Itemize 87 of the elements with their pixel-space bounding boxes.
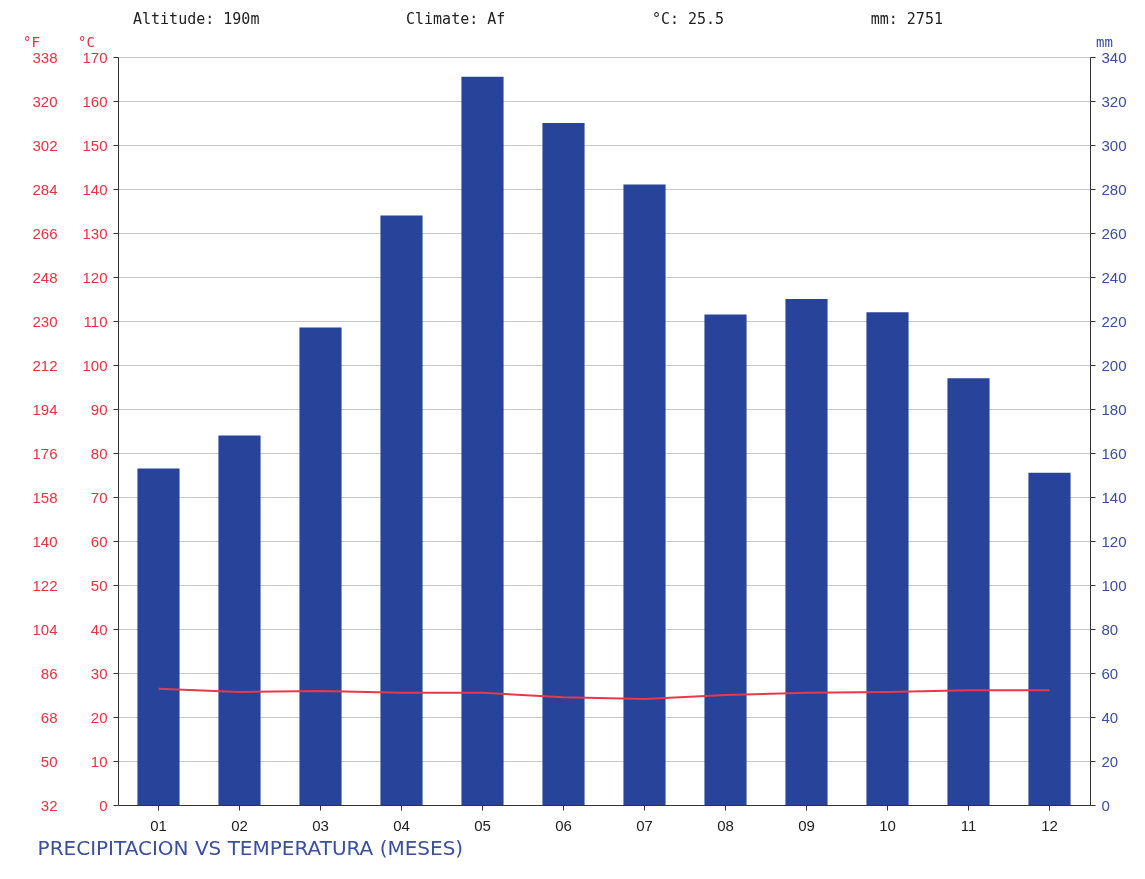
y2-tick-label: 340 — [1101, 48, 1127, 66]
y2-tick-label: 40 — [1101, 708, 1119, 726]
y-tick-label: 50 — [90, 576, 108, 594]
text: Climate: Af — [406, 10, 506, 28]
y-tick-label: 160 — [82, 92, 108, 110]
y-tick-label: 10 — [90, 752, 108, 770]
x-tick-label: 10 — [879, 816, 896, 834]
y2-tick-label: 240 — [1101, 268, 1127, 286]
x-tick-label: 08 — [717, 816, 734, 834]
y3-tick-label: 176 — [32, 444, 58, 462]
x-tick-label: 04 — [393, 816, 410, 834]
x-tick-label: 05 — [474, 816, 491, 834]
y-tick-label: 20 — [90, 708, 108, 726]
y-tick-label: 90 — [90, 400, 108, 418]
bar — [704, 314, 747, 805]
y-tick-label: 150 — [82, 136, 108, 154]
bar — [218, 435, 261, 805]
y3-tick-label: 158 — [32, 488, 58, 506]
y-tick-label: 100 — [82, 356, 108, 374]
y-tick-label: 60 — [90, 532, 108, 550]
y-axis-title: °C — [78, 33, 95, 50]
y-tick-label: 70 — [90, 488, 108, 506]
y3-tick-label: 230 — [32, 312, 58, 330]
text: PRECIPITACION VS TEMPERATURA (MESES) — [37, 836, 464, 860]
text: °C: 25.5 — [651, 10, 725, 28]
y3-tick-label: 284 — [32, 180, 58, 198]
y2-tick-label: 260 — [1101, 224, 1127, 242]
y3-tick-label: 248 — [32, 268, 58, 286]
x-tick-label: 11 — [960, 816, 977, 834]
y-tick-label: 0 — [99, 796, 108, 814]
y3-tick-label: 50 — [40, 752, 58, 770]
bar — [137, 468, 180, 805]
line-series — [157, 687, 1051, 700]
y3-tick-label: 194 — [32, 400, 58, 418]
y3-tick-label: 86 — [40, 664, 58, 682]
y2-tick-label: 160 — [1101, 444, 1127, 462]
y-tick-label: 140 — [82, 180, 108, 198]
bar — [380, 215, 423, 805]
y3-tick-label: 68 — [40, 708, 58, 726]
x-tick-label: 06 — [555, 816, 572, 834]
bar — [623, 184, 666, 805]
x-tick-label: 03 — [312, 816, 329, 834]
y-tick-label: 110 — [83, 312, 108, 330]
bar — [785, 299, 828, 805]
y3-tick-label: 122 — [32, 576, 58, 594]
y2-tick-label: 220 — [1101, 312, 1127, 330]
x-tick-label: 09 — [798, 816, 815, 834]
x-tick-label: 01 — [150, 816, 167, 834]
y-tick-label: 120 — [82, 268, 108, 286]
y2-tick-label: 20 — [1101, 752, 1119, 770]
y3-tick-label: 140 — [32, 532, 58, 550]
y2-tick-label: 280 — [1101, 180, 1127, 198]
y2-tick-label: 300 — [1101, 136, 1127, 154]
y-tick-label: 40 — [90, 620, 108, 638]
y2-tick-label: 120 — [1101, 532, 1127, 550]
y-tick-label: 130 — [82, 224, 108, 242]
bar — [866, 312, 909, 805]
bar — [1028, 472, 1071, 805]
y2-tick-label: 320 — [1101, 92, 1127, 110]
y-tick-label: 80 — [90, 444, 108, 462]
text: mm: 2751 — [870, 10, 943, 28]
bar — [299, 327, 342, 805]
bar — [461, 76, 504, 805]
bar — [947, 378, 990, 805]
y3-tick-label: 266 — [32, 224, 58, 242]
bar — [542, 123, 585, 805]
y2-tick-label: 80 — [1101, 620, 1119, 638]
y2-tick-label: 140 — [1101, 488, 1127, 506]
y3-tick-label: 32 — [40, 796, 58, 814]
y3-tick-label: 212 — [32, 356, 58, 374]
y-tick-label: 30 — [90, 664, 108, 682]
x-tick-label: 02 — [231, 816, 248, 834]
x-tick-label: 07 — [636, 816, 653, 834]
y-tick-label: 170 — [82, 48, 108, 66]
y3-tick-label: 104 — [32, 620, 58, 638]
y2-tick-label: 100 — [1101, 576, 1127, 594]
y2-tick-label: 180 — [1101, 400, 1127, 418]
y3-tick-label: 320 — [32, 92, 58, 110]
y2-axis-title: mm — [1096, 33, 1113, 50]
x-tick-label: 12 — [1041, 816, 1058, 834]
y3-tick-label: 338 — [32, 48, 58, 66]
text: Altitude: 190m — [133, 10, 260, 28]
y3-axis-title: °F — [23, 33, 40, 50]
y2-tick-label: 60 — [1101, 664, 1119, 682]
y2-tick-label: 200 — [1101, 356, 1127, 374]
y3-tick-label: 302 — [32, 136, 58, 154]
y2-tick-label: 0 — [1101, 796, 1110, 814]
